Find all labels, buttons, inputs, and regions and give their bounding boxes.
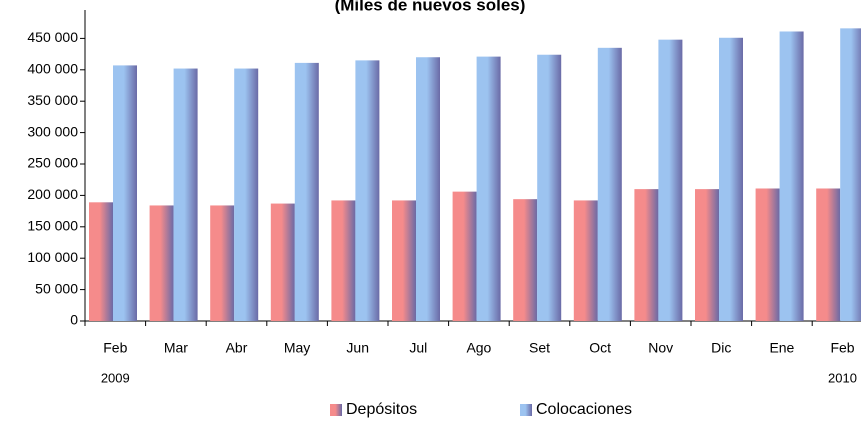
x-tick-label: Jun [346, 340, 369, 356]
x-tick-label: Nov [648, 340, 673, 356]
bar [840, 28, 861, 322]
y-tick-label: 350 000 [27, 92, 78, 108]
bar [755, 188, 780, 321]
y-tick-label: 400 000 [27, 61, 78, 77]
chart-title: (Miles de nuevos soles) [335, 0, 526, 14]
bar [634, 189, 659, 321]
x-tick-label: Jul [409, 340, 427, 356]
bar [392, 200, 416, 321]
x-tick-label: Feb [830, 340, 854, 356]
y-tick-label: 300 000 [27, 123, 78, 139]
bar [234, 68, 259, 321]
bar [573, 200, 598, 321]
bar [416, 57, 440, 322]
legend-swatch [330, 404, 342, 416]
bar [210, 205, 235, 321]
bar [779, 31, 804, 321]
bar [89, 202, 113, 321]
x-tick-label: Set [529, 340, 550, 356]
y-tick-label: 200 000 [27, 186, 78, 202]
x-tick-label: Mar [164, 340, 188, 356]
bar [452, 191, 477, 321]
x-tick-label: Ago [466, 340, 491, 356]
x-tick-label: Ene [769, 340, 794, 356]
y-tick-label: 0 [70, 312, 78, 328]
bar [658, 39, 683, 321]
bar [294, 62, 319, 321]
y-tick-label: 100 000 [27, 249, 78, 265]
bar [355, 60, 380, 321]
bar [476, 56, 501, 321]
x-tick-label: Abr [226, 340, 248, 356]
y-tick-label: 150 000 [27, 218, 78, 234]
x-year-label: 2010 [828, 370, 857, 385]
bar [270, 203, 295, 321]
y-tick-label: 450 000 [27, 29, 78, 45]
bar [695, 189, 719, 321]
bar [597, 47, 622, 321]
bar [173, 68, 198, 321]
x-tick-label: Dic [711, 340, 731, 356]
x-tick-label: May [284, 340, 310, 356]
bar [331, 200, 356, 321]
bar [513, 199, 538, 321]
bar [149, 205, 174, 321]
bar [816, 188, 841, 321]
legend-label: Depósitos [346, 401, 417, 418]
x-tick-label: Feb [103, 340, 127, 356]
bar [113, 65, 137, 322]
y-tick-label: 50 000 [35, 280, 78, 296]
bar [719, 37, 743, 321]
legend-swatch [520, 404, 532, 416]
y-tick-label: 250 000 [27, 155, 78, 171]
legend-label: Colocaciones [536, 401, 632, 418]
x-tick-label: Oct [589, 340, 611, 356]
bar [537, 54, 562, 322]
x-year-label: 2009 [101, 370, 130, 385]
